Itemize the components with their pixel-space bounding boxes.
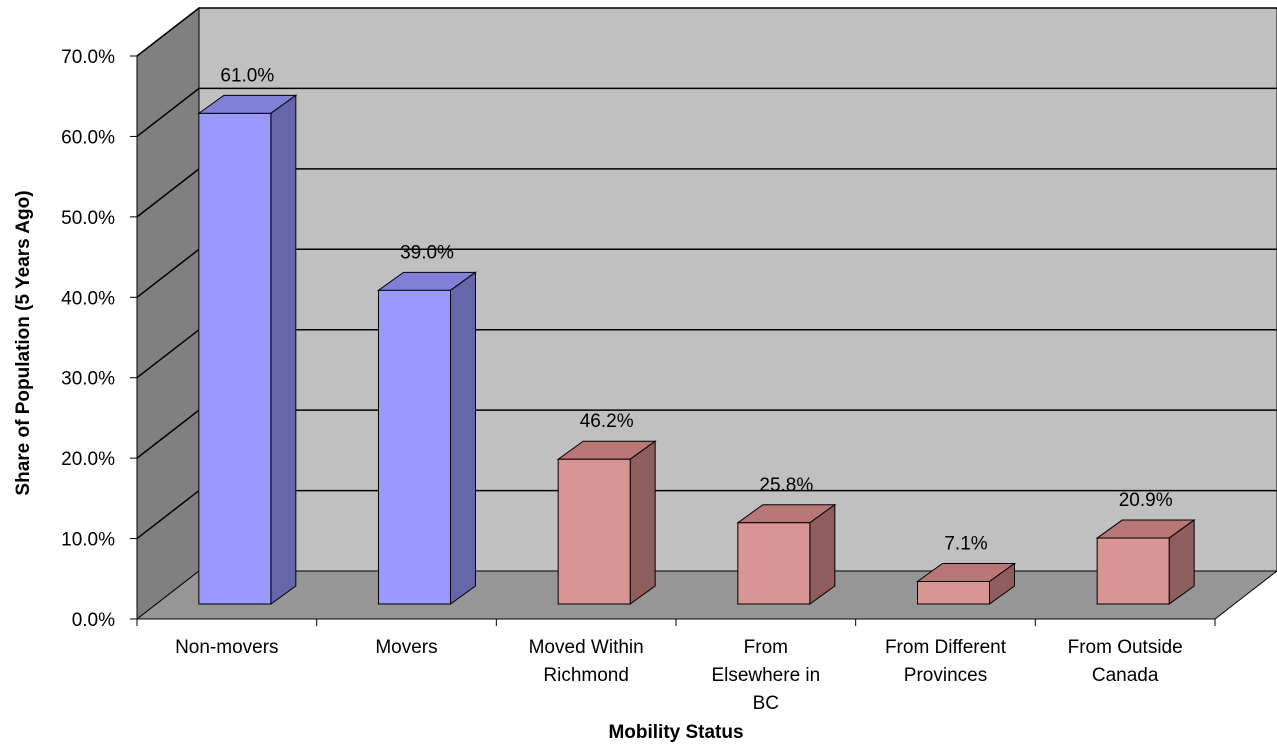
- category-label: Elsewhere in: [711, 665, 820, 686]
- axes: [130, 55, 1216, 626]
- bar-side: [450, 271, 476, 605]
- data-label: 39.0%: [400, 242, 454, 263]
- side-wall: [136, 6, 200, 621]
- y-tick-label: 20.0%: [61, 449, 115, 470]
- y-axis-title: Share of Population (5 Years Ago): [13, 190, 34, 495]
- category-label: BC: [753, 693, 779, 714]
- y-tick-label: 40.0%: [61, 288, 115, 309]
- x-axis-title: Mobility Status: [608, 722, 743, 743]
- category-label: From Outside: [1068, 637, 1183, 658]
- bar: [1095, 519, 1196, 605]
- bar-front: [737, 522, 811, 605]
- bar-side: [270, 94, 297, 605]
- y-tick-label: 0.0%: [72, 610, 115, 631]
- data-label: 61.0%: [220, 65, 274, 86]
- category-label: Canada: [1092, 665, 1159, 686]
- bar-side: [629, 440, 656, 605]
- category-label: From: [744, 637, 788, 658]
- chart-walls: [135, 6, 1277, 621]
- category-label: Non-movers: [175, 637, 278, 658]
- y-tick-label: 70.0%: [61, 47, 115, 68]
- labels: 0.0% 10.0% 20.0% 30.0% 40.0% 50.0% 60.0% 70.0% 6…: [61, 47, 1183, 714]
- bar-side: [809, 503, 836, 605]
- data-label: 7.1%: [944, 533, 987, 554]
- y-tick-label: 30.0%: [61, 369, 115, 390]
- bar: [376, 271, 478, 605]
- category-label: From Different: [885, 637, 1007, 658]
- y-tick-label: 50.0%: [61, 208, 115, 229]
- bar: [197, 94, 298, 605]
- y-tick-label: 10.0%: [61, 530, 115, 551]
- bar-front: [378, 289, 451, 605]
- category-label: Provinces: [904, 665, 987, 686]
- back-wall: [198, 7, 1277, 572]
- bar-front: [557, 458, 631, 605]
- bar-front: [1096, 537, 1170, 605]
- bars: [197, 94, 1196, 605]
- category-label: Moved Within: [529, 637, 644, 658]
- data-label: 25.8%: [759, 475, 813, 496]
- category-label: Richmond: [543, 665, 629, 686]
- data-label: 20.9%: [1119, 490, 1173, 511]
- gridline: [136, 87, 1277, 138]
- data-label: 46.2%: [580, 411, 634, 432]
- category-label: Movers: [375, 637, 437, 658]
- bar: [915, 562, 1017, 605]
- bar-front: [917, 580, 990, 605]
- y-tick-label: 60.0%: [61, 127, 115, 148]
- gridlines: [136, 7, 1277, 540]
- bar: [556, 440, 657, 605]
- bar: [736, 503, 837, 605]
- bar-front: [198, 112, 272, 605]
- gridline: [136, 7, 1277, 57]
